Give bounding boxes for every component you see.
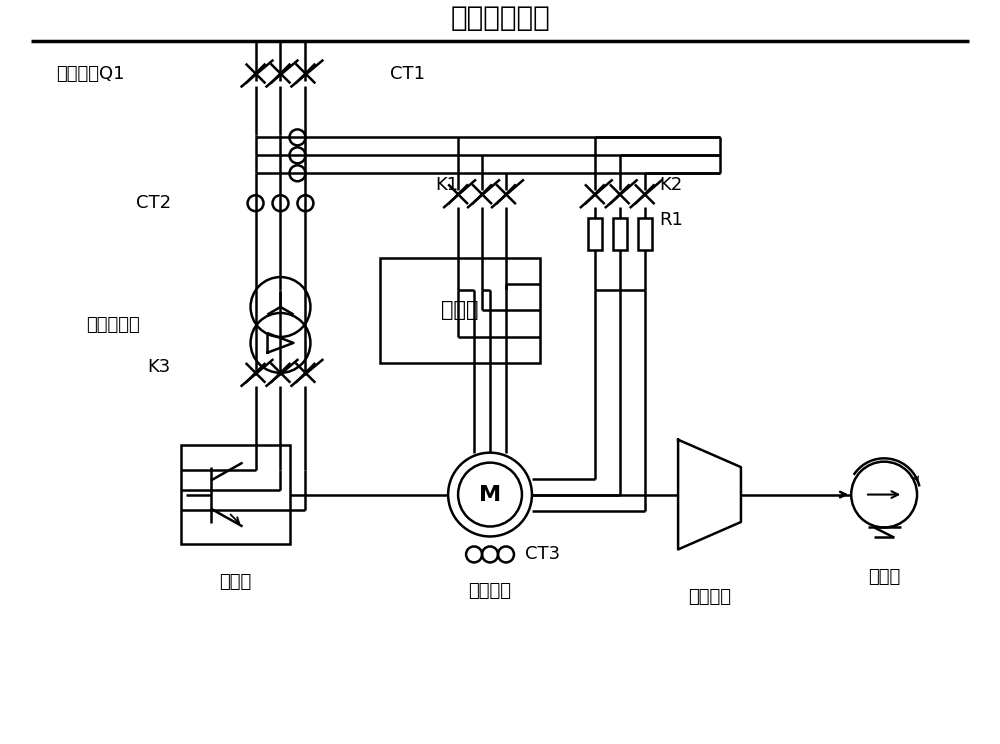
Text: 变流器: 变流器 — [219, 574, 252, 591]
Bar — [613, 218, 627, 250]
Text: 高压厂用母线: 高压厂用母线 — [450, 4, 550, 32]
Text: 备用间隔Q1: 备用间隔Q1 — [56, 65, 125, 83]
Bar — [181, 445, 290, 545]
Text: 给水泵: 给水泵 — [868, 568, 900, 586]
Bar — [380, 258, 540, 363]
Bar — [638, 218, 652, 250]
Text: K2: K2 — [660, 176, 683, 194]
Text: CT1: CT1 — [390, 65, 425, 83]
Text: CT3: CT3 — [525, 545, 560, 563]
Text: 双馈电机: 双馈电机 — [469, 583, 512, 600]
Bar — [588, 218, 602, 250]
Text: 移相变压器: 移相变压器 — [86, 316, 140, 334]
Text: R1: R1 — [660, 211, 684, 229]
Text: K3: K3 — [147, 358, 171, 376]
Text: M: M — [479, 484, 501, 504]
Text: K1: K1 — [435, 176, 458, 194]
Text: 小汽轮机: 小汽轮机 — [688, 589, 731, 606]
Text: 控制器: 控制器 — [441, 301, 479, 321]
Text: CT2: CT2 — [136, 194, 171, 212]
